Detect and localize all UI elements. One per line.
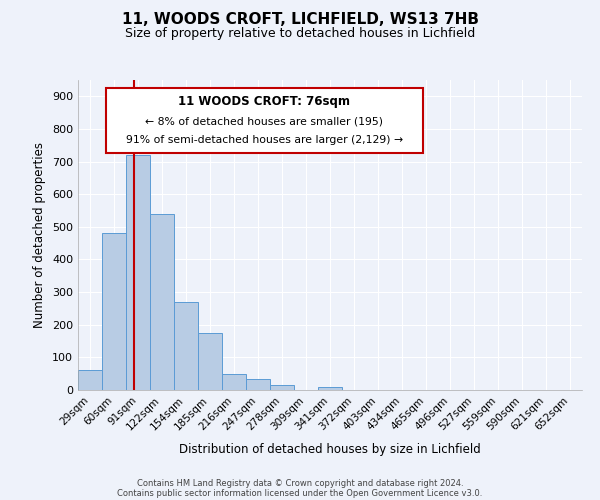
- Bar: [318, 388, 342, 390]
- Y-axis label: Number of detached properties: Number of detached properties: [34, 142, 46, 328]
- Bar: [174, 302, 198, 390]
- Text: 11 WOODS CROFT: 76sqm: 11 WOODS CROFT: 76sqm: [178, 95, 350, 108]
- Text: ← 8% of detached houses are smaller (195): ← 8% of detached houses are smaller (195…: [145, 116, 383, 126]
- Text: Contains HM Land Registry data © Crown copyright and database right 2024.: Contains HM Land Registry data © Crown c…: [137, 478, 463, 488]
- Bar: [246, 378, 270, 390]
- Bar: [222, 374, 246, 390]
- FancyBboxPatch shape: [106, 88, 423, 153]
- Bar: [270, 385, 294, 390]
- Text: Size of property relative to detached houses in Lichfield: Size of property relative to detached ho…: [125, 28, 475, 40]
- Text: 91% of semi-detached houses are larger (2,129) →: 91% of semi-detached houses are larger (…: [126, 135, 403, 145]
- Bar: [102, 234, 126, 390]
- Bar: [126, 155, 150, 390]
- Bar: [198, 333, 222, 390]
- Text: 11, WOODS CROFT, LICHFIELD, WS13 7HB: 11, WOODS CROFT, LICHFIELD, WS13 7HB: [121, 12, 479, 28]
- Bar: [78, 370, 102, 390]
- X-axis label: Distribution of detached houses by size in Lichfield: Distribution of detached houses by size …: [179, 443, 481, 456]
- Text: Contains public sector information licensed under the Open Government Licence v3: Contains public sector information licen…: [118, 488, 482, 498]
- Bar: [150, 214, 174, 390]
